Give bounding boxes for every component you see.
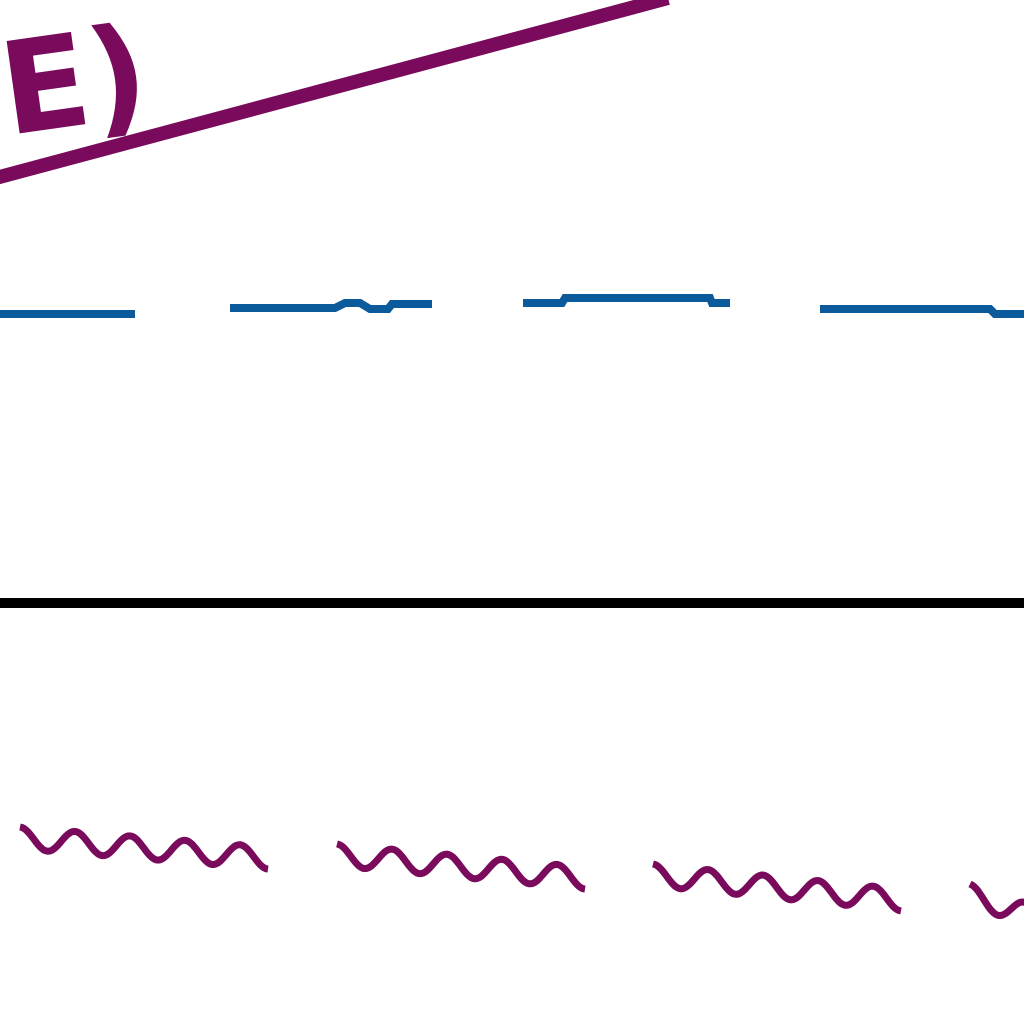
dash [523, 294, 730, 307]
wave [336, 840, 586, 893]
diagonal-stroke [0, 0, 670, 185]
dashed-stroke [0, 294, 1024, 318]
dash [230, 299, 432, 313]
wave [968, 880, 1024, 920]
wave [652, 860, 902, 915]
dash [820, 305, 1024, 318]
wave [19, 823, 269, 873]
wavy-strokes [19, 823, 1024, 920]
